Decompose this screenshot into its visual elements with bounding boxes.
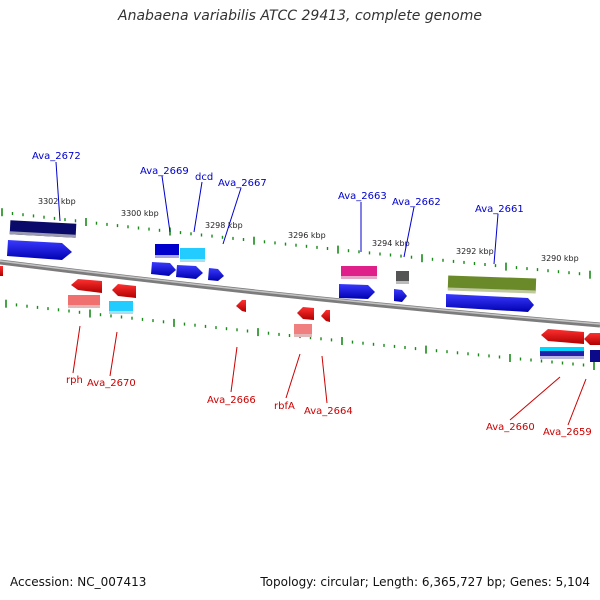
gene-arrow[interactable] — [541, 329, 584, 344]
gene-label[interactable]: Ava_2666 — [207, 395, 256, 406]
gene-label[interactable]: Ava_2663 — [338, 191, 387, 202]
upper-scale — [1, 208, 591, 279]
gene-arrow[interactable] — [596, 333, 600, 345]
reverse-genes — [0, 266, 600, 362]
gene-arrow[interactable] — [321, 310, 330, 322]
gene-arrow[interactable] — [584, 333, 596, 345]
gene-bar[interactable] — [396, 271, 409, 283]
kbp-label: 3296 kbp — [288, 231, 326, 240]
gene-arrow[interactable] — [0, 266, 3, 276]
lower-scale — [5, 299, 595, 370]
gene-arrow[interactable] — [297, 307, 314, 320]
gene-arrow[interactable] — [7, 240, 72, 260]
leader-lines — [55, 161, 587, 426]
gene-bar[interactable] — [447, 275, 537, 292]
gene-label[interactable]: Ava_2661 — [475, 204, 524, 215]
gene-label[interactable]: Ava_2669 — [140, 166, 189, 177]
gene-bar[interactable] — [294, 324, 312, 335]
gene-arrow[interactable] — [394, 289, 407, 302]
gene-label[interactable]: Ava_2662 — [392, 197, 441, 208]
gene-arrow[interactable] — [339, 284, 375, 299]
gene-label[interactable]: Ava_2672 — [32, 151, 81, 162]
gene-bar[interactable] — [540, 347, 584, 351]
reverse-gene-labels: rph Ava_2670 Ava_2666 rbfA Ava_2664 Ava_… — [66, 375, 592, 438]
gene-arrow[interactable] — [208, 268, 224, 281]
kbp-label: 3292 kbp — [456, 247, 494, 256]
gene-arrow[interactable] — [446, 294, 534, 312]
kbp-label: 3298 kbp — [205, 221, 243, 230]
gene-label[interactable]: Ava_2659 — [543, 427, 592, 438]
accession-text: Accession: NC_007413 — [10, 575, 147, 589]
forward-gene-labels: Ava_2672 Ava_2669 dcd Ava_2667 Ava_2663 … — [32, 151, 524, 215]
gene-arrow[interactable] — [236, 300, 246, 312]
genome-summary-text: Topology: circular; Length: 6,365,727 bp… — [260, 575, 590, 589]
gene-bar[interactable] — [341, 266, 377, 278]
gene-arrow[interactable] — [151, 262, 176, 276]
gene-label[interactable]: Ava_2667 — [218, 178, 267, 189]
kbp-label: 3300 kbp — [121, 209, 159, 218]
gene-label[interactable]: rph — [66, 375, 83, 386]
gene-bar[interactable] — [68, 295, 100, 307]
kbp-labels: 3302 kbp 3300 kbp 3298 kbp 3296 kbp 3294… — [38, 197, 579, 263]
gene-arrow[interactable] — [176, 265, 203, 279]
gene-label[interactable]: Ava_2670 — [87, 378, 136, 389]
map-title: Anabaena variabilis ATCC 29413, complete… — [118, 8, 482, 24]
gene-bar[interactable] — [590, 350, 600, 362]
kbp-label: 3294 kbp — [372, 239, 410, 248]
gene-arrow[interactable] — [112, 284, 136, 298]
gene-arrow[interactable] — [71, 279, 102, 293]
forward-genes — [7, 220, 537, 312]
gene-label[interactable]: Ava_2664 — [304, 406, 353, 417]
gene-label[interactable]: rbfA — [274, 401, 295, 412]
gene-bar[interactable] — [155, 244, 179, 257]
gene-label[interactable]: Ava_2660 — [486, 422, 535, 433]
kbp-label: 3290 kbp — [541, 254, 579, 263]
gene-bar[interactable] — [180, 248, 205, 261]
gene-bar[interactable] — [109, 301, 133, 313]
kbp-label: 3302 kbp — [38, 197, 76, 206]
gene-label[interactable]: dcd — [195, 172, 213, 183]
genome-backbone — [0, 259, 600, 328]
